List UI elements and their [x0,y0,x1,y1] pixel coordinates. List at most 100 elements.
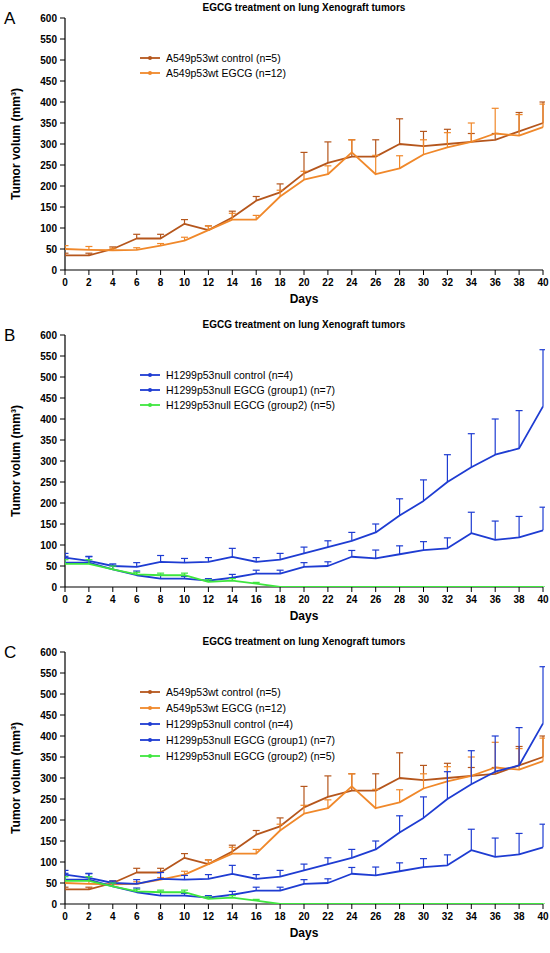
y-tick-label: 500 [40,689,57,700]
x-tick [447,270,448,275]
x-tick-label: 36 [490,277,502,288]
error-cap [133,572,140,573]
error-stem [542,507,543,530]
y-tick [60,652,65,653]
error-cap [229,548,236,549]
x-tick-label: 38 [514,277,526,288]
error-bar [492,108,499,133]
x-tick-label: 36 [490,594,502,605]
error-cap [229,574,236,575]
y-tick [60,503,65,504]
error-stem [351,774,352,791]
error-bar [324,142,331,163]
y-tick [60,419,65,420]
x-tick [495,587,496,592]
error-bar [301,152,308,173]
y-tick-label: 550 [40,668,57,679]
error-cap [301,171,308,172]
y-tick [60,799,65,800]
error-bar [348,550,355,556]
x-tick [375,587,376,592]
y-tick [60,566,65,567]
x-tick-label: 28 [394,911,406,922]
error-stem [399,119,400,144]
y-axis-label: Tumor volum (mm³) [9,722,23,834]
x-tick-label: 2 [86,277,92,288]
error-cap [492,418,499,419]
x-tick [256,270,257,275]
error-stem [232,213,233,219]
error-cap [396,752,403,753]
y-tick [60,524,65,525]
y-tick [60,545,65,546]
error-cap [277,553,284,554]
x-tick [65,587,66,592]
error-cap [65,559,69,560]
y-tick [60,715,65,716]
error-stem [471,751,472,785]
error-cap [277,887,284,888]
error-stem [303,786,304,807]
plot-area [65,102,545,255]
series-line [65,530,543,580]
error-cap [301,152,308,153]
x-tick-label: 10 [179,277,191,288]
x-tick [256,904,257,909]
error-cap [468,750,475,751]
x-tick-label: 6 [134,911,140,922]
x-tick [447,904,448,909]
error-bar [348,774,355,787]
error-cap [444,763,451,764]
error-cap [133,887,140,888]
legend-marker [148,388,152,392]
y-tick-label: 0 [51,899,57,910]
panel: CEGCG treatment on lung Xenograft tumors… [4,636,549,940]
error-cap [205,557,212,558]
error-cap [540,735,546,736]
error-cap [205,896,212,897]
error-cap [205,859,212,860]
error-bar [420,859,427,867]
error-stem [542,824,543,847]
x-tick [232,270,233,275]
error-cap [205,225,212,226]
error-cap [181,558,188,559]
y-tick [60,398,65,399]
error-bar [229,865,236,873]
error-stem [375,774,376,791]
y-tick [60,144,65,145]
x-tick-label: 12 [203,277,215,288]
error-bar [420,542,427,550]
x-tick [471,270,472,275]
y-tick-label: 500 [40,372,57,383]
error-stem [351,532,352,540]
x-tick-label: 6 [134,594,140,605]
error-cap [277,817,284,818]
error-cap [420,796,427,797]
error-cap [277,824,284,825]
error-bar [229,548,236,556]
y-tick [60,60,65,61]
x-tick-label: 12 [203,911,215,922]
error-cap [540,349,546,350]
x-tick [65,904,66,909]
error-cap [492,520,499,521]
y-tick [60,673,65,674]
error-cap [324,540,331,541]
x-tick [543,270,544,275]
legend-label: A549p53wt EGCG (n=12) [166,67,286,79]
x-tick-label: 30 [418,277,430,288]
y-tick [60,862,65,863]
error-stem [375,140,376,157]
error-cap [65,245,69,246]
x-tick-label: 24 [346,911,358,922]
error-cap [348,849,355,850]
y-tick [60,102,65,103]
error-stem [160,556,161,562]
error-cap [540,103,546,104]
x-tick [184,904,185,909]
error-cap [205,579,212,580]
error-stem [375,789,376,808]
legend-label: H1299p53null EGCG (group2) (n=5) [166,399,335,411]
error-stem [495,419,496,455]
